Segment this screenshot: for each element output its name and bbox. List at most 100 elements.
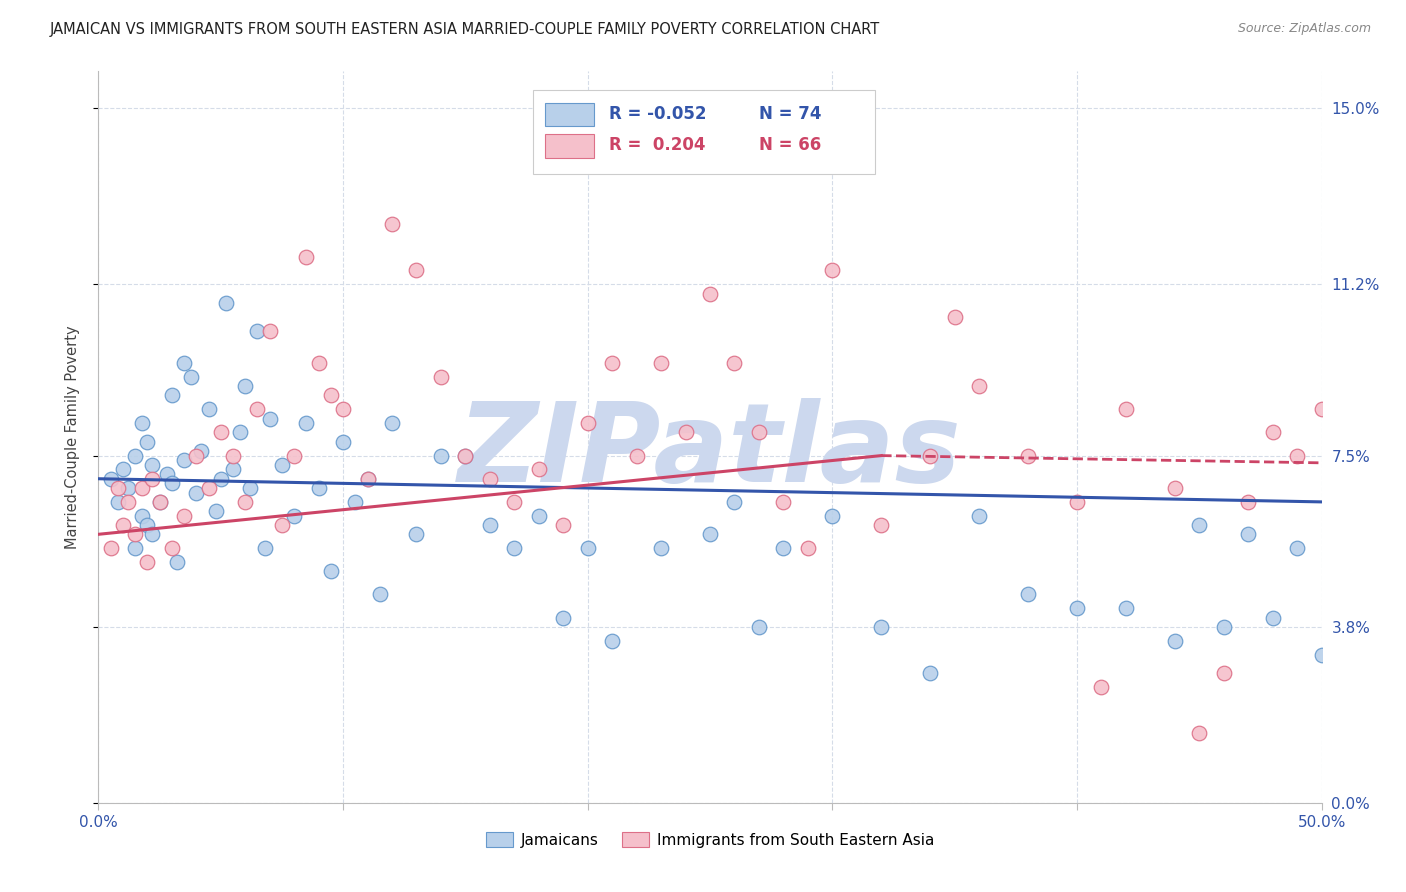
Point (626, 449, 648, 463)
Point (205, 504, 228, 518)
Point (111, 518, 134, 533)
Point (186, 449, 208, 463)
Point (920, 666, 942, 681)
Point (1188, 518, 1211, 533)
Point (136, 518, 159, 533)
Text: Source: ZipAtlas.com: Source: ZipAtlas.com (1237, 22, 1371, 36)
Point (239, 481, 262, 495)
Point (967, 379, 990, 393)
Point (1261, 425, 1284, 440)
Point (576, 416, 599, 430)
Point (190, 444, 212, 458)
Point (209, 472, 232, 486)
Point (100, 472, 122, 486)
Point (356, 472, 378, 486)
Point (259, 324, 281, 338)
Point (156, 467, 179, 482)
Point (344, 495, 367, 509)
Point (821, 263, 844, 277)
FancyBboxPatch shape (533, 90, 875, 174)
Point (1310, 648, 1333, 662)
Point (173, 508, 195, 523)
Point (748, 620, 770, 634)
Point (821, 508, 844, 523)
Point (149, 495, 172, 509)
Point (124, 541, 146, 556)
Point (1334, 648, 1357, 662)
Point (270, 518, 294, 533)
Point (723, 356, 745, 370)
Point (626, 157, 648, 171)
Point (214, 295, 236, 310)
Point (283, 508, 305, 523)
Point (600, 356, 623, 370)
Point (748, 425, 770, 440)
Point (381, 217, 404, 231)
Point (308, 356, 330, 370)
Point (920, 449, 942, 463)
Point (1164, 633, 1187, 648)
Text: N = 74: N = 74 (759, 104, 821, 123)
Point (699, 527, 721, 541)
Point (295, 416, 318, 430)
Text: JAMAICAN VS IMMIGRANTS FROM SOUTH EASTERN ASIA MARRIED-COUPLE FAMILY POVERTY COR: JAMAICAN VS IMMIGRANTS FROM SOUTH EASTER… (49, 22, 880, 37)
Point (1310, 402, 1333, 417)
Point (222, 449, 245, 463)
Point (1261, 610, 1284, 624)
Point (527, 462, 550, 476)
FancyBboxPatch shape (546, 103, 593, 127)
Point (141, 458, 163, 472)
Point (870, 518, 893, 533)
Point (1188, 726, 1211, 740)
Point (100, 541, 122, 556)
Point (180, 370, 202, 384)
Legend: Jamaicans, Immigrants from South Eastern Asia: Jamaicans, Immigrants from South Eastern… (479, 825, 941, 854)
Point (405, 527, 427, 541)
Point (117, 495, 139, 509)
Point (136, 434, 159, 449)
Point (650, 356, 672, 370)
Point (454, 449, 477, 463)
Point (772, 541, 794, 556)
Point (1323, 434, 1346, 449)
Point (319, 388, 342, 402)
Point (186, 485, 208, 500)
Point (527, 508, 550, 523)
Point (141, 527, 163, 541)
Point (1384, 758, 1406, 772)
Point (1360, 574, 1382, 588)
Point (141, 472, 163, 486)
Point (149, 495, 172, 509)
Point (173, 356, 195, 370)
Point (1164, 481, 1187, 495)
Point (253, 541, 276, 556)
Point (553, 518, 575, 533)
Point (1286, 541, 1309, 556)
Point (430, 370, 453, 384)
Point (699, 286, 721, 301)
Point (503, 541, 526, 556)
Point (160, 541, 183, 556)
Point (197, 481, 219, 495)
Point (229, 425, 252, 440)
Point (295, 250, 318, 264)
Point (1115, 402, 1137, 417)
Point (173, 453, 195, 467)
Point (368, 587, 391, 601)
Point (1212, 620, 1234, 634)
Point (478, 472, 501, 486)
Point (107, 481, 129, 495)
Point (332, 434, 354, 449)
Point (1360, 633, 1382, 648)
Point (405, 263, 427, 277)
Point (124, 527, 146, 541)
Point (675, 425, 697, 440)
FancyBboxPatch shape (546, 135, 593, 158)
Y-axis label: Married-Couple Family Poverty: Married-Couple Family Poverty (65, 326, 80, 549)
Point (1334, 574, 1357, 588)
Point (131, 481, 153, 495)
Point (1286, 449, 1309, 463)
Point (222, 462, 245, 476)
Point (308, 481, 330, 495)
Point (259, 411, 281, 425)
